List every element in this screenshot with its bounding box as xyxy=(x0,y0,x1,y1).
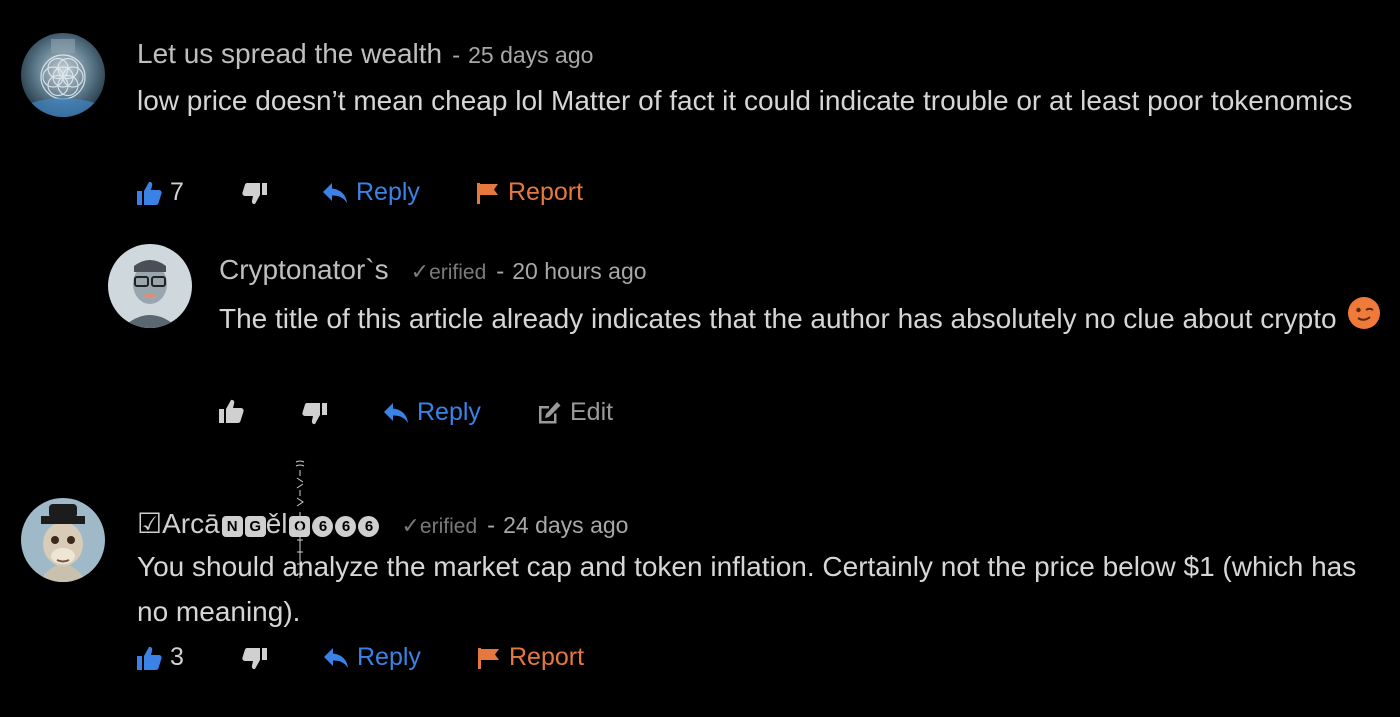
like-count: 3 xyxy=(170,643,184,671)
number-badge: 6 xyxy=(335,516,357,537)
ape-avatar[interactable] xyxy=(21,498,105,582)
reply-arrow-icon xyxy=(323,646,349,670)
reply-label: Reply xyxy=(356,178,420,206)
like-button[interactable]: 3 xyxy=(136,643,184,672)
flag-icon xyxy=(476,181,500,205)
thumbs-up-icon xyxy=(218,398,244,424)
report-button[interactable]: Report xyxy=(476,178,583,207)
dislike-button[interactable] xyxy=(242,647,268,671)
dislike-button[interactable] xyxy=(242,182,268,206)
mandala-avatar[interactable] xyxy=(21,33,105,117)
like-count: 7 xyxy=(170,178,184,206)
reply-comment: Cryptonator`s ✓erified - 20 hours ago Th… xyxy=(0,230,1400,460)
comment: Let us spread the wealth - 25 days ago l… xyxy=(0,0,1400,230)
reply-label: Reply xyxy=(357,643,421,671)
report-button[interactable]: Report xyxy=(477,643,584,672)
number-badge: 6 xyxy=(358,516,380,537)
reply-button[interactable]: Reply xyxy=(322,178,420,207)
separator: - xyxy=(496,258,505,285)
thumbs-up-icon xyxy=(136,645,162,671)
number-badge: 6 xyxy=(312,516,334,537)
verified-badge: ✓erified xyxy=(401,513,478,538)
timestamp[interactable]: 24 days ago xyxy=(503,512,629,538)
timestamp[interactable]: 25 days ago xyxy=(468,42,594,68)
author-name[interactable]: Let us spread the wealth xyxy=(137,38,443,69)
comment-header: Cryptonator`s ✓erified - 20 hours ago xyxy=(219,254,647,286)
reply-button[interactable]: Reply xyxy=(323,643,421,672)
separator: - xyxy=(452,42,461,69)
comment-body: You should analyze the market cap and to… xyxy=(137,551,1357,627)
like-button[interactable] xyxy=(218,398,244,424)
separator: - xyxy=(487,512,496,539)
letter-badge: N xyxy=(221,516,243,537)
comment-body: low price doesn’t mean cheap lol Matter … xyxy=(137,85,1353,116)
reply-arrow-icon xyxy=(383,401,409,425)
thumbs-up-icon xyxy=(136,180,162,206)
letter-badge: G xyxy=(244,516,266,537)
winking-face-icon xyxy=(1347,296,1381,330)
glitch-combining-marks-icon xyxy=(294,460,306,580)
thumbs-down-icon xyxy=(302,402,328,426)
verified-badge: ✓erified xyxy=(410,259,487,284)
edit-icon xyxy=(536,400,562,426)
check-icon: ✓ xyxy=(410,259,430,284)
edit-label: Edit xyxy=(570,398,614,426)
comment-header: Let us spread the wealth - 25 days ago xyxy=(137,38,593,70)
reply-label: Reply xyxy=(417,398,481,426)
thumbs-down-icon xyxy=(242,182,268,206)
check-icon: ✓ xyxy=(401,513,420,538)
like-button[interactable]: 7 xyxy=(136,178,184,207)
comment-body: The title of this article already indica… xyxy=(219,294,1394,343)
author-name[interactable]: Cryptonator`s xyxy=(219,254,389,285)
timestamp[interactable]: 20 hours ago xyxy=(512,258,647,284)
report-label: Report xyxy=(509,643,585,671)
report-label: Report xyxy=(508,178,584,206)
reply-arrow-icon xyxy=(322,181,348,205)
edit-button[interactable]: Edit xyxy=(536,398,613,427)
flag-icon xyxy=(477,646,501,670)
dislike-button[interactable] xyxy=(302,402,328,426)
person-glasses-avatar[interactable] xyxy=(108,244,192,328)
reply-button[interactable]: Reply xyxy=(383,398,481,427)
thumbs-down-icon xyxy=(242,647,268,671)
